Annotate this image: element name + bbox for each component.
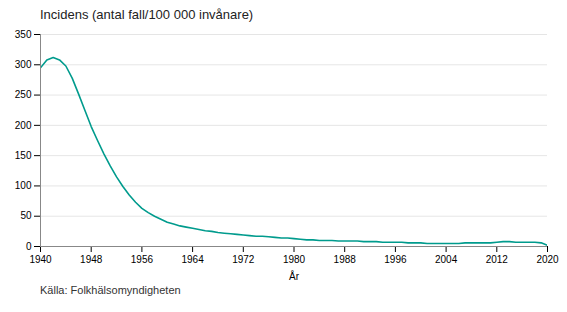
svg-text:1940: 1940 bbox=[29, 254, 52, 265]
svg-text:1972: 1972 bbox=[232, 254, 255, 265]
svg-text:350: 350 bbox=[15, 29, 32, 40]
html-text:Källa: Folkhälsomyndigheten: Källa: Folkhälsomyndigheten bbox=[40, 284, 181, 296]
svg-text:150: 150 bbox=[15, 150, 32, 161]
svg-text:År: År bbox=[289, 270, 300, 282]
svg-text:300: 300 bbox=[15, 59, 32, 70]
svg-text:200: 200 bbox=[15, 120, 32, 131]
svg-text:2004: 2004 bbox=[435, 254, 458, 265]
svg-text:250: 250 bbox=[15, 89, 32, 100]
svg-text:1964: 1964 bbox=[181, 254, 204, 265]
svg-text:0: 0 bbox=[26, 241, 32, 252]
svg-text:1996: 1996 bbox=[384, 254, 407, 265]
svg-text:1988: 1988 bbox=[334, 254, 357, 265]
svg-text:100: 100 bbox=[15, 180, 32, 191]
svg-text:1948: 1948 bbox=[80, 254, 103, 265]
svg-text:2012: 2012 bbox=[486, 254, 509, 265]
svg-text:1980: 1980 bbox=[283, 254, 306, 265]
html-text:Incidens (antal fall/100 000 i: Incidens (antal fall/100 000 invånare) bbox=[40, 7, 254, 22]
svg-text:2020: 2020 bbox=[536, 254, 559, 265]
svg-text:1956: 1956 bbox=[131, 254, 154, 265]
svg-text:50: 50 bbox=[20, 210, 32, 221]
